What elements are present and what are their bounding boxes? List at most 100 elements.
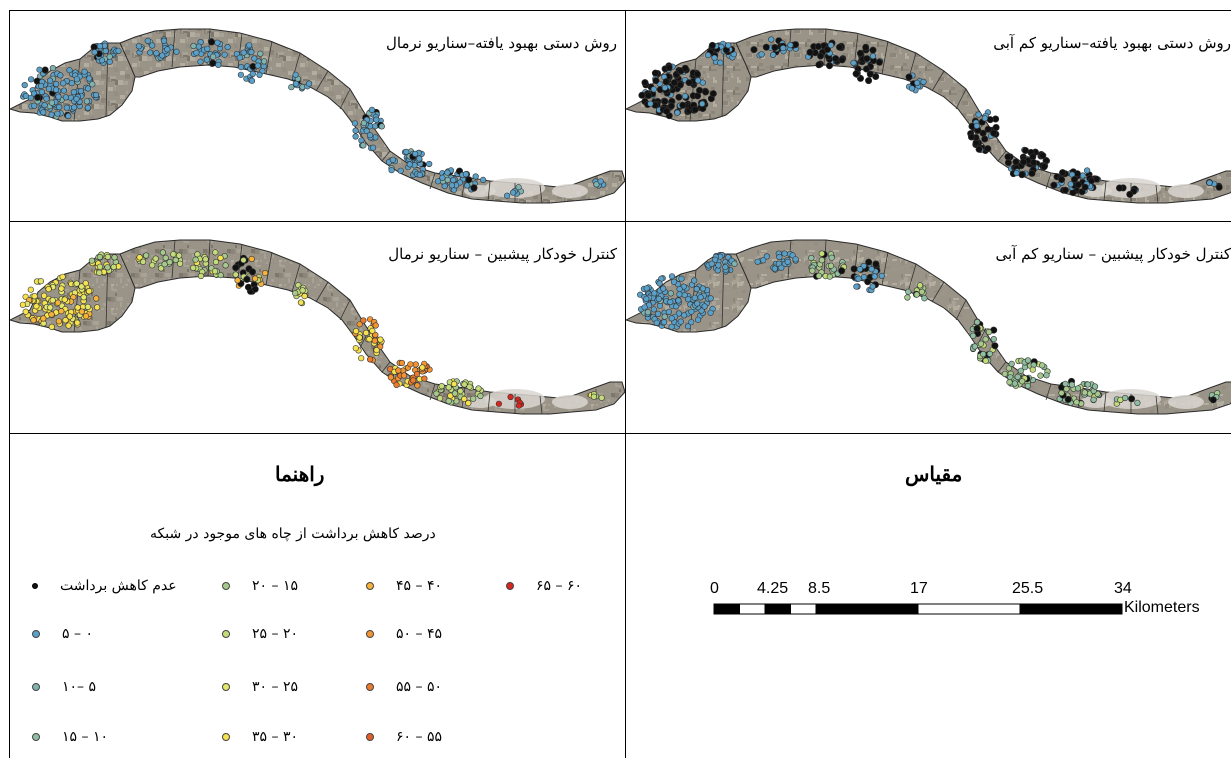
well-marker (1074, 181, 1082, 189)
well-marker (675, 93, 683, 101)
well-marker (1039, 152, 1047, 160)
well-marker (462, 171, 470, 178)
well-marker (193, 49, 200, 56)
well-marker (461, 381, 468, 388)
well-marker (88, 257, 95, 264)
well-marker (59, 273, 66, 280)
well-marker (691, 277, 698, 284)
well-marker (758, 51, 765, 58)
well-marker (461, 395, 468, 403)
well-marker (164, 46, 171, 53)
well-marker (212, 258, 220, 266)
well-marker (693, 285, 700, 293)
scale-tick-label: 25.5 (1012, 580, 1044, 597)
well-marker (984, 145, 992, 153)
well-marker (70, 104, 78, 111)
well-marker (1215, 183, 1223, 191)
scale-tick-label: 0 (710, 580, 719, 597)
well-marker (162, 254, 169, 262)
well-marker (360, 142, 367, 149)
well-marker (48, 323, 55, 330)
well-marker (58, 285, 65, 292)
well-marker (31, 102, 38, 109)
well-marker (787, 41, 794, 49)
well-marker (82, 313, 90, 320)
well-marker (1084, 167, 1091, 174)
well-marker (914, 79, 921, 86)
well-marker (40, 315, 47, 322)
well-marker (363, 329, 370, 336)
well-marker (480, 176, 487, 183)
well-marker (644, 92, 652, 100)
well-marker (111, 254, 118, 261)
well-marker (708, 41, 716, 49)
well-marker (1050, 181, 1058, 189)
well-marker (238, 63, 245, 71)
well-marker (82, 280, 89, 287)
well-marker (144, 37, 151, 45)
well-marker (190, 42, 197, 50)
row-divider-1 (9, 221, 1231, 222)
well-marker (715, 262, 722, 269)
well-marker (809, 267, 816, 274)
well-marker (711, 54, 718, 61)
well-marker (252, 275, 259, 282)
well-marker (65, 112, 72, 120)
well-marker (176, 252, 183, 259)
well-marker (1134, 399, 1141, 406)
well-marker (985, 328, 993, 336)
well-marker (827, 262, 835, 269)
well-marker (1008, 360, 1015, 367)
aquifer-boundary (10, 239, 625, 415)
well-marker (1040, 163, 1048, 171)
well-marker (73, 76, 80, 83)
well-marker (852, 70, 860, 78)
well-marker (1011, 380, 1019, 387)
well-marker (93, 295, 100, 302)
well-marker (208, 38, 216, 46)
well-marker (387, 366, 394, 373)
well-marker (824, 45, 832, 53)
well-marker (470, 184, 478, 192)
well-marker (1024, 357, 1032, 364)
legend-label: ۱۵ – ۲۰ (252, 578, 298, 594)
well-marker (655, 295, 662, 302)
well-marker (691, 106, 699, 114)
legend-label: ۰ – ۵ (62, 626, 93, 642)
well-marker (248, 255, 255, 263)
well-marker (261, 58, 268, 65)
well-marker (1074, 385, 1082, 392)
well-marker (1068, 381, 1076, 388)
well-marker (650, 86, 657, 93)
well-marker (708, 260, 715, 267)
well-marker (1028, 169, 1036, 177)
well-marker (413, 371, 421, 378)
well-marker (55, 318, 63, 325)
left-border (9, 10, 10, 758)
well-marker (1122, 394, 1129, 402)
well-marker (437, 395, 444, 402)
well-marker (667, 290, 674, 297)
panel-title: روش دستی بهبود یافته–سناریو کم آبی (993, 34, 1231, 52)
well-marker (166, 259, 173, 266)
well-marker (31, 293, 38, 300)
well-marker (663, 107, 671, 115)
well-marker (665, 308, 673, 315)
well-marker (990, 335, 997, 343)
well-marker (750, 46, 758, 54)
well-marker (815, 272, 822, 280)
well-marker (862, 43, 870, 51)
legend-swatch-icon (32, 630, 40, 638)
well-marker (55, 93, 62, 100)
well-marker (776, 253, 783, 261)
well-marker (991, 342, 999, 350)
well-marker (153, 50, 160, 57)
well-marker (368, 106, 376, 113)
well-marker (921, 295, 928, 302)
well-marker (217, 271, 224, 279)
well-marker (292, 71, 299, 78)
well-marker (360, 119, 368, 127)
legend-label: ۲۰ – ۲۵ (252, 626, 298, 642)
well-marker (398, 359, 406, 367)
well-marker (685, 79, 693, 87)
